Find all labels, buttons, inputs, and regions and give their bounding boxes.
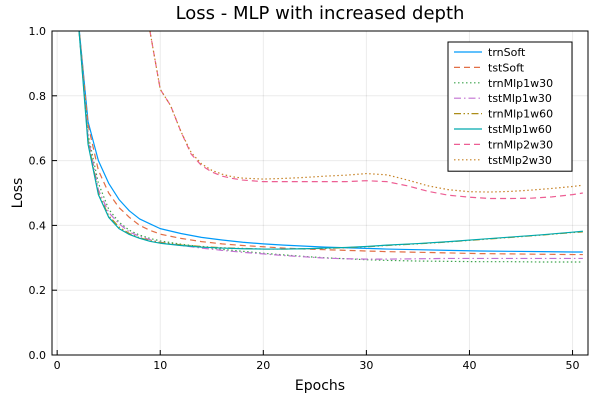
x-tick-label: 30 (359, 359, 373, 372)
series-line-tstmlp2w30 (149, 31, 583, 193)
y-axis-label: Loss (10, 178, 26, 209)
legend: trnSoft tstSoft trnMlp1w30 tstMlp1w30 trnMlp… (447, 41, 573, 172)
y-tick-label: 1.0 (29, 25, 47, 38)
y-tick-label: 0.0 (29, 349, 47, 362)
x-tick-label: 0 (54, 359, 61, 372)
legend-label: tstMlp2w30 (488, 154, 552, 167)
series-line-tstsoft (78, 31, 583, 256)
plot-frame (51, 30, 589, 356)
chart-title: Loss - MLP with increased depth (176, 3, 465, 24)
legend-label: tstSoft (488, 61, 525, 74)
legend-label: trnMlp1w60 (488, 108, 553, 121)
legend-label: tstMlp1w30 (488, 92, 552, 105)
legend-label: tstMlp1w60 (488, 123, 552, 136)
legend-label: trnMlp2w30 (488, 138, 553, 151)
axis-ticks: 0 10 20 30 40 50 0.0 0.2 0.4 0.6 0.8 1.0 (29, 25, 580, 372)
series-line-tstmlp1w60 (78, 31, 583, 250)
legend-box (447, 41, 573, 172)
series-lines (78, 31, 583, 263)
y-tick-label: 0.4 (29, 219, 47, 232)
x-tick-label: 50 (566, 359, 580, 372)
x-axis-label: Epochs (295, 378, 345, 394)
series-line-trnmlp1w30 (78, 31, 583, 263)
y-tick-label: 0.6 (29, 155, 47, 168)
series-line-tstmlp1w30 (78, 31, 583, 260)
legend-label: trnMlp1w30 (488, 77, 553, 90)
y-tick-label: 0.8 (29, 90, 47, 103)
y-tick-label: 0.2 (29, 284, 47, 297)
series-line-trnmlp2w30 (149, 31, 583, 200)
legend-label: trnSoft (488, 46, 526, 59)
x-tick-label: 20 (256, 359, 270, 372)
x-tick-label: 40 (462, 359, 476, 372)
x-tick-label: 10 (153, 359, 167, 372)
series-line-trnsoft (78, 31, 583, 253)
